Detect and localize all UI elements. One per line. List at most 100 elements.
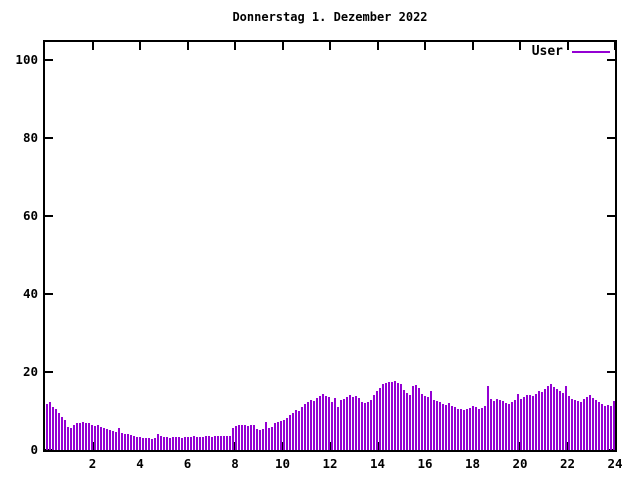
bar [151, 439, 153, 450]
bar [613, 401, 615, 450]
bar [52, 407, 54, 450]
bar [502, 401, 504, 450]
bar [64, 420, 66, 450]
bar [247, 426, 249, 450]
x-tick-mark [281, 42, 284, 50]
bar [532, 396, 534, 450]
bar [394, 381, 396, 450]
bar [589, 395, 591, 450]
y-tick-mark [45, 59, 53, 61]
bar [379, 388, 381, 450]
y-tick-mark [607, 371, 615, 373]
x-tick-mark [566, 442, 569, 450]
bar [166, 437, 168, 450]
bar [445, 405, 447, 450]
bar [229, 436, 231, 450]
bar [139, 437, 141, 450]
bar [499, 400, 501, 450]
bar [508, 404, 510, 450]
bar [400, 384, 402, 450]
bar [427, 397, 429, 450]
bar [547, 386, 549, 450]
bar [490, 399, 492, 450]
bar [136, 437, 138, 450]
y-tick-label: 20 [22, 364, 38, 379]
x-tick-label: 4 [136, 456, 144, 471]
x-tick-label: 2 [88, 456, 97, 471]
bar [487, 386, 489, 450]
bar [526, 395, 528, 450]
bar [406, 393, 408, 450]
bar [367, 402, 369, 450]
bar [559, 391, 561, 450]
plot-area: User [43, 40, 617, 452]
x-tick-mark [234, 42, 236, 50]
bar [109, 430, 111, 450]
bar [67, 427, 69, 450]
bar [220, 436, 222, 450]
bar [325, 396, 327, 450]
bar [496, 399, 498, 450]
bar [478, 409, 480, 450]
bar [523, 397, 525, 450]
bar [70, 428, 72, 450]
bar [49, 402, 51, 450]
bar [538, 391, 540, 450]
bar [61, 417, 63, 450]
bar [154, 438, 156, 450]
x-tick-label: 8 [231, 456, 239, 471]
bar [307, 402, 309, 450]
bar [397, 383, 399, 450]
x-tick-mark [329, 42, 331, 50]
bar [430, 391, 432, 450]
y-tick-label: 0 [30, 442, 38, 457]
bar [283, 420, 285, 450]
y-tick-mark [607, 137, 615, 139]
bar [118, 428, 120, 450]
x-tick-mark [519, 42, 521, 50]
bar [376, 391, 378, 450]
bar [466, 409, 468, 450]
x-tick-label: 10 [274, 456, 291, 471]
x-tick-label: 16 [417, 456, 433, 471]
bar [130, 435, 132, 450]
bar [46, 404, 48, 450]
x-tick-label: 22 [559, 456, 576, 471]
bar [133, 436, 135, 450]
bar [334, 398, 336, 450]
bar [286, 418, 288, 450]
x-tick-mark [376, 42, 379, 50]
x-tick-mark [566, 42, 569, 50]
bar [250, 425, 252, 450]
bar [346, 397, 348, 450]
y-tick-mark [607, 59, 615, 61]
bar [550, 384, 552, 450]
bar [235, 426, 237, 450]
y-tick-label: 60 [22, 208, 38, 223]
bar [373, 395, 375, 450]
y-tick-mark [607, 293, 615, 295]
bar [148, 438, 150, 450]
bar [223, 436, 225, 450]
bar [112, 431, 114, 450]
bar [505, 403, 507, 450]
bar [268, 428, 270, 450]
bar [448, 403, 450, 450]
y-tick-mark [45, 137, 53, 139]
bar [97, 425, 99, 450]
bar [157, 434, 159, 450]
bar [385, 383, 387, 450]
y-tick-label: 40 [22, 286, 38, 301]
bar [232, 428, 234, 450]
bar [187, 437, 189, 450]
bar [388, 382, 390, 450]
bar [409, 395, 411, 450]
bar [274, 423, 276, 450]
bar [358, 398, 360, 450]
bar [607, 405, 609, 450]
bar [583, 399, 585, 450]
bar [601, 404, 603, 450]
x-tick-label: 18 [464, 456, 481, 471]
x-tick-mark [471, 42, 474, 50]
x-tick-mark [281, 442, 284, 450]
